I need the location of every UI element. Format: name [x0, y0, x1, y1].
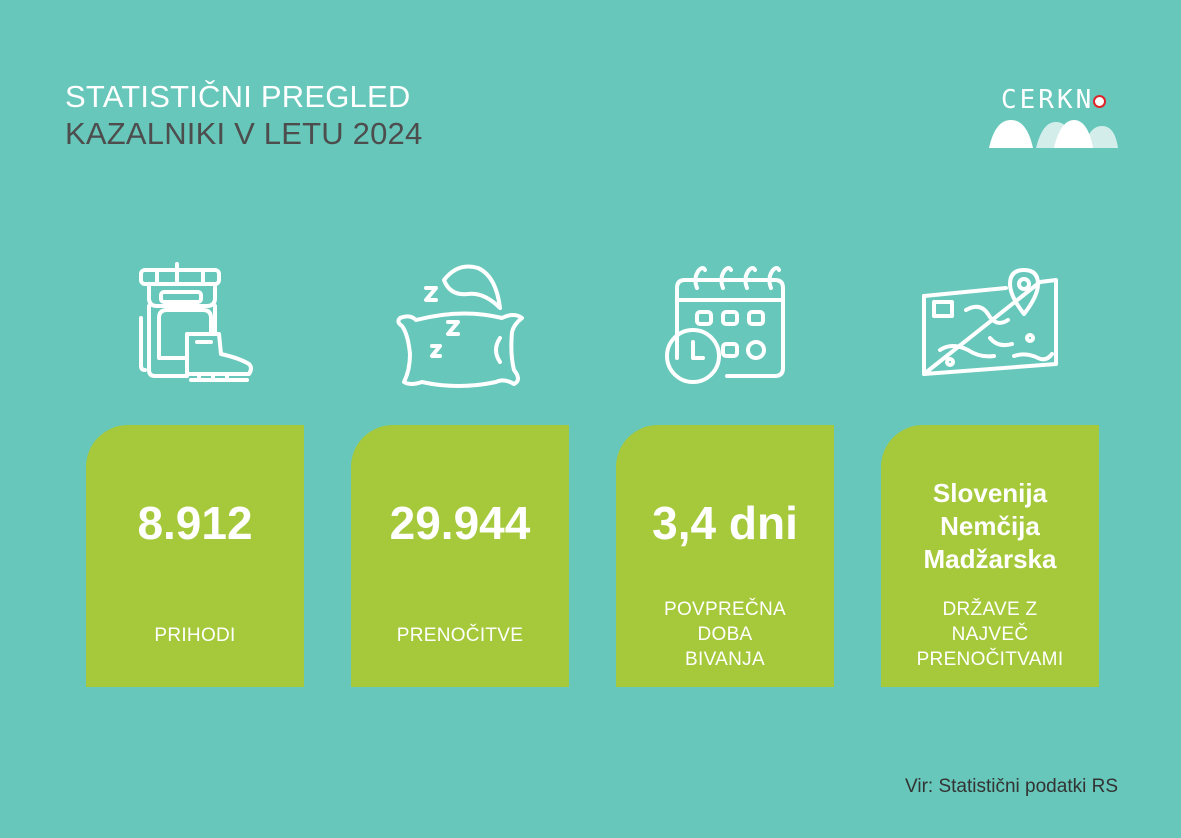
country-item: Madžarska [923, 544, 1057, 574]
source-note: Vir: Statistični podatki RS [905, 776, 1118, 797]
card-label-line: BIVANJA [685, 649, 765, 670]
card-value: 3,4 dni [652, 497, 798, 549]
card-label: POVPREČNA DOBA BIVANJA [616, 597, 834, 672]
card-value: 8.912 [137, 497, 253, 549]
title-line-1: STATISTIČNI PREGLED [65, 79, 411, 114]
logo-text: CERKN [1001, 85, 1095, 115]
map-location-icon [920, 258, 1060, 388]
calendar-clock-icon [657, 258, 797, 388]
card-label-line: DRŽAVE Z [942, 599, 1038, 620]
pillow-moon-sleep-icon [392, 258, 532, 388]
card-value-list: Slovenija Nemčija Madžarska [881, 477, 1099, 576]
logo-ring-icon [1093, 95, 1106, 108]
logo-hills-icon [989, 120, 1118, 148]
card-label-line: NAJVEČ [951, 624, 1029, 645]
card-label: PRIHODI [86, 623, 304, 648]
stat-card-average-stay: 3,4 dni POVPREČNA DOBA BIVANJA [616, 425, 834, 687]
title-line-2: KAZALNIKI V LETU 2024 [65, 116, 423, 151]
stat-card-top-countries: Slovenija Nemčija Madžarska DRŽAVE Z NAJ… [881, 425, 1099, 687]
card-label: DRŽAVE Z NAJVEČ PRENOČITVAMI [881, 597, 1099, 672]
page-title: STATISTIČNI PREGLED KAZALNIKI V LETU 202… [65, 78, 422, 152]
country-item: Slovenija [932, 478, 1048, 508]
card-label-line: POVPREČNA [663, 599, 786, 620]
country-item: Nemčija [940, 511, 1040, 541]
card-label: PRENOČITVE [351, 623, 569, 648]
card-label-line: PRENOČITVE [396, 625, 524, 646]
cerkno-logo: CERKN [988, 84, 1120, 150]
card-label-line: PRENOČITVAMI [916, 649, 1064, 670]
card-label-line: DOBA [697, 624, 753, 645]
card-label-line: PRIHODI [154, 625, 236, 646]
stat-card-overnight-stays: 29.944 PRENOČITVE [351, 425, 569, 687]
stat-card-arrivals: 8.912 PRIHODI [86, 425, 304, 687]
card-value: 29.944 [389, 497, 531, 549]
backpack-boot-icon [127, 258, 267, 388]
